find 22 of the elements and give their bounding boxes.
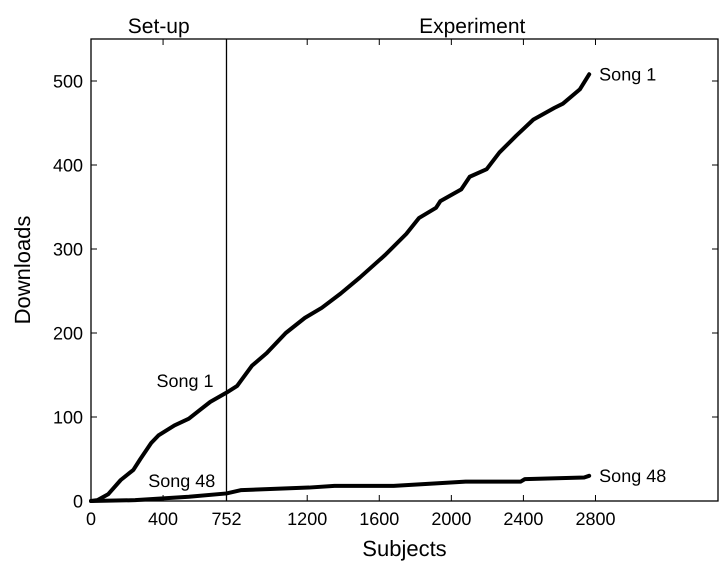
x-tick-label: 2800 (575, 509, 616, 529)
legend-label: Song 1 (599, 64, 656, 85)
x-tick-label: 2400 (503, 509, 544, 529)
y-tick-label: 500 (52, 71, 83, 92)
text: Experiment (419, 15, 526, 38)
annotation: Song 1 (156, 371, 214, 392)
y-axis-title: Downloads (10, 216, 35, 324)
y-tick-label: 0 (72, 491, 83, 512)
x-tick-label: 400 (148, 509, 178, 529)
x-tick-label: 2000 (431, 509, 472, 529)
x-tick-label: 1600 (359, 509, 400, 529)
y-tick-label: 400 (52, 155, 83, 176)
y-tick-label: 200 (52, 323, 83, 344)
y-tick-label: 300 (52, 239, 83, 260)
series-label: Song 48 (599, 466, 666, 486)
x-tick-label: 0 (86, 509, 96, 529)
x-tick-label: 752 (211, 509, 242, 529)
text: Set-up (128, 15, 190, 38)
x-tick-label: 1200 (287, 509, 328, 529)
annotation: Song 48 (148, 471, 216, 492)
x-axis-title: Subjects (362, 536, 447, 561)
y-tick-label: 100 (52, 407, 83, 428)
